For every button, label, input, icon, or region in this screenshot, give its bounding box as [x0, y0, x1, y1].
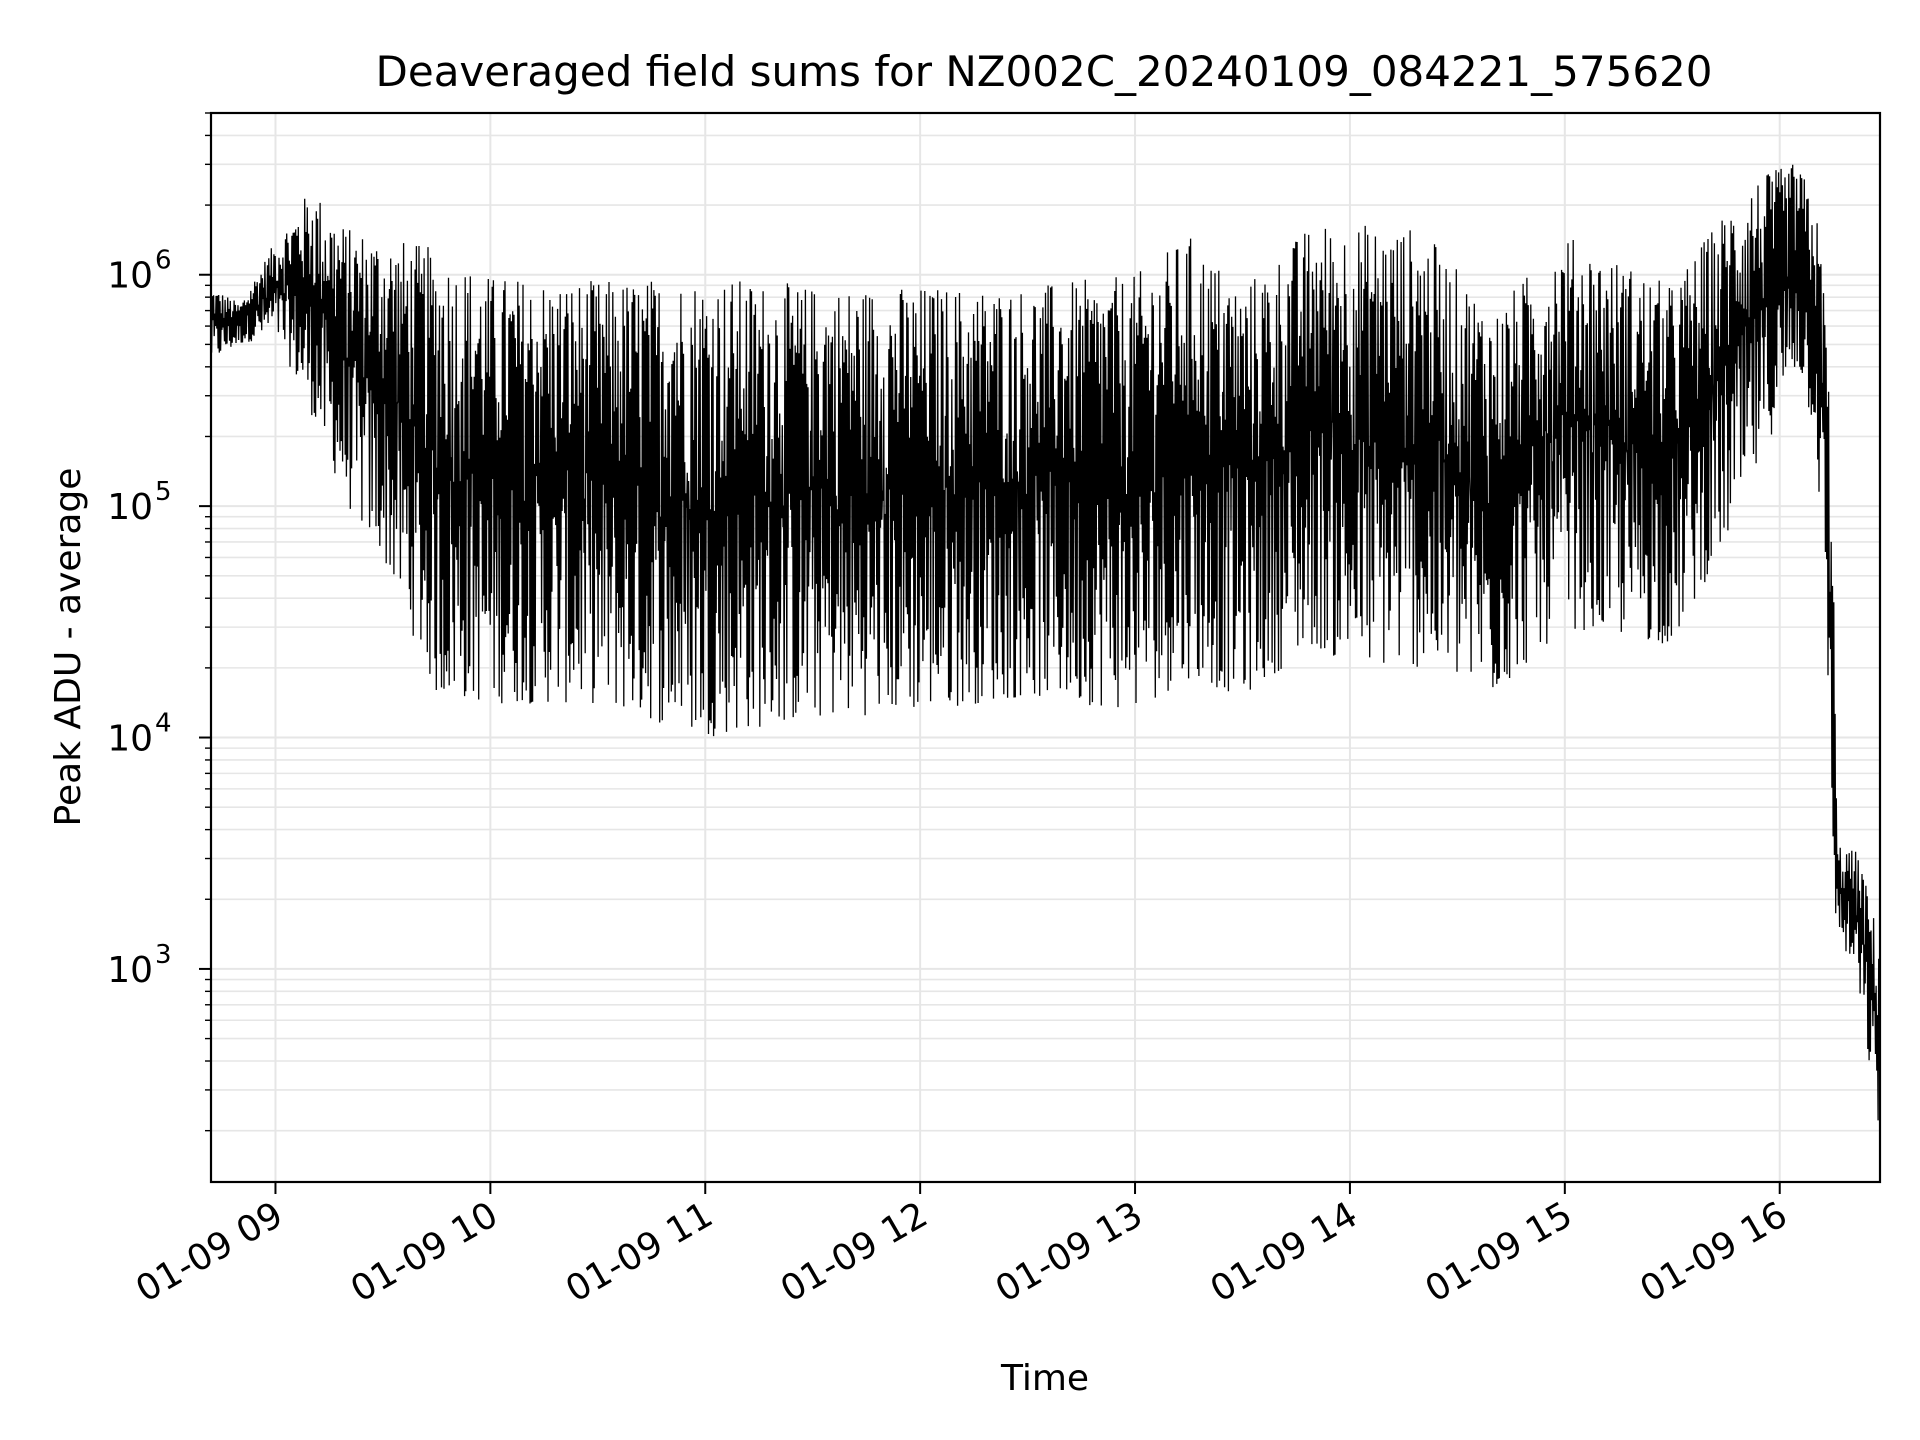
- y-tick-label-base: 10: [107, 256, 153, 297]
- y-tick-label: 10 3: [107, 940, 171, 991]
- y-tick-label-exponent: 5: [155, 477, 172, 507]
- chart-title: Deaveraged field sums for NZ002C_2024010…: [376, 47, 1713, 96]
- y-tick-label-base: 10: [107, 950, 153, 991]
- y-axis-label: Peak ADU - average: [48, 468, 89, 827]
- y-tick-label: 10 5: [107, 477, 171, 528]
- series-line: [210, 164, 1881, 1121]
- y-tick-label-exponent: 4: [155, 709, 172, 739]
- y-tick-label-base: 10: [107, 487, 153, 528]
- series-layer: [210, 164, 1881, 1121]
- y-tick-label: 10 6: [107, 246, 171, 297]
- x-axis-label: Time: [1000, 1358, 1089, 1399]
- y-tick-label-base: 10: [107, 719, 153, 760]
- y-tick-label: 10 4: [107, 709, 171, 760]
- y-tick-label-exponent: 3: [155, 940, 172, 970]
- y-tick-label-exponent: 6: [155, 246, 172, 276]
- plot-frame: [209, 111, 1882, 1184]
